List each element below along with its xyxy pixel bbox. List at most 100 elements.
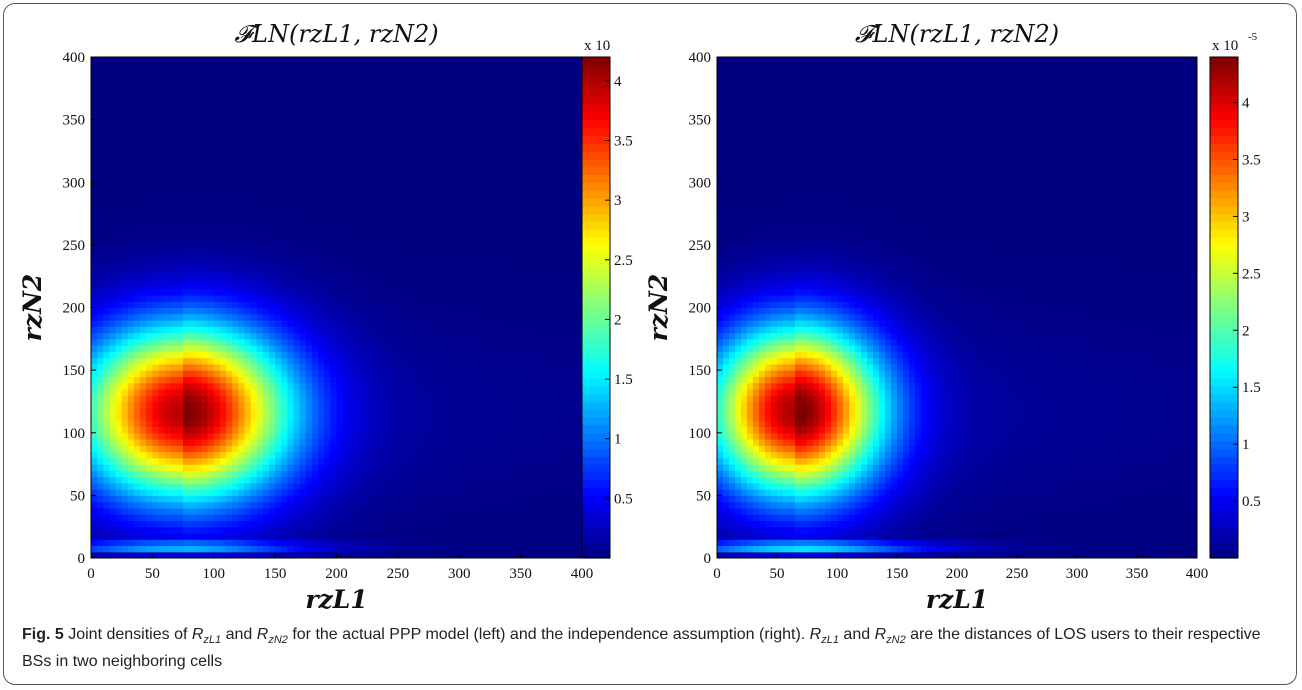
heatmap-cell xyxy=(453,232,460,240)
heatmap-cell xyxy=(367,188,374,196)
heatmap-cell xyxy=(275,532,282,540)
heatmap-cell xyxy=(121,501,129,509)
heatmap-cell xyxy=(373,332,381,340)
heatmap-cell xyxy=(213,107,221,114)
heatmap-cell xyxy=(232,495,239,503)
heatmap-cell xyxy=(275,182,282,190)
heatmap-cell xyxy=(404,489,411,496)
heatmap-cell xyxy=(459,69,466,77)
heatmap-cell xyxy=(391,539,399,547)
heatmap-cell xyxy=(183,464,190,471)
heatmap-cell xyxy=(268,219,276,227)
heatmap-cell xyxy=(434,445,442,453)
heatmap-cell xyxy=(201,338,209,346)
heatmap-cell xyxy=(158,545,166,553)
heatmap-cell xyxy=(324,244,331,252)
heatmap-cell xyxy=(250,313,258,321)
heatmap-cell xyxy=(146,545,153,553)
heatmap-cell xyxy=(330,294,338,302)
heatmap-cell xyxy=(453,495,460,503)
heatmap-cell xyxy=(336,294,344,302)
heatmap-cell xyxy=(318,138,325,146)
heatmap-cell xyxy=(183,476,190,484)
heatmap-cell xyxy=(361,345,368,352)
heatmap-cell xyxy=(275,470,282,478)
heatmap-cell xyxy=(213,489,221,496)
heatmap-cell xyxy=(133,507,141,515)
heatmap-cell xyxy=(348,445,356,453)
heatmap-cell xyxy=(391,251,399,258)
heatmap-cell xyxy=(336,382,344,390)
heatmap-cell xyxy=(91,539,98,547)
heatmap-cell xyxy=(422,407,430,415)
heatmap-cell xyxy=(140,150,147,158)
heatmap-cell xyxy=(459,495,466,503)
heatmap-cell xyxy=(422,263,430,271)
heatmap-cell xyxy=(324,144,331,152)
heatmap-cell xyxy=(250,113,258,121)
heatmap-cell xyxy=(446,326,454,334)
heatmap-cell xyxy=(330,57,338,64)
heatmap-cell xyxy=(446,157,454,165)
heatmap-cell xyxy=(133,169,141,177)
heatmap-cell xyxy=(385,88,393,96)
heatmap-cell xyxy=(459,194,466,202)
heatmap-cell xyxy=(404,94,411,102)
heatmap-cell xyxy=(109,294,117,302)
heatmap-cell xyxy=(195,313,203,321)
heatmap-cell xyxy=(336,439,344,446)
heatmap-cell xyxy=(275,276,282,284)
heatmap-cell xyxy=(97,194,104,202)
heatmap-cell xyxy=(422,476,430,484)
heatmap-cell xyxy=(238,263,246,271)
heatmap-cell xyxy=(410,144,417,152)
heatmap-cell xyxy=(226,376,233,384)
heatmap-cell xyxy=(410,464,417,471)
heatmap-cell xyxy=(91,94,98,102)
heatmap-cell xyxy=(213,332,221,340)
heatmap-cell xyxy=(336,482,344,490)
heatmap-cell xyxy=(195,138,203,146)
heatmap-cell xyxy=(238,326,246,334)
heatmap-cell xyxy=(404,301,411,309)
heatmap-cell xyxy=(453,288,460,296)
heatmap-cell xyxy=(311,276,319,284)
heatmap-cell xyxy=(299,345,307,352)
heatmap-cell xyxy=(465,213,473,221)
heatmap-cell xyxy=(97,351,104,359)
heatmap-cell xyxy=(410,107,417,114)
heatmap-cell xyxy=(465,526,473,534)
heatmap-cell xyxy=(232,138,239,146)
heatmap-cell xyxy=(201,226,209,233)
heatmap-cell xyxy=(367,326,374,334)
heatmap-cell xyxy=(293,514,301,522)
heatmap-cell xyxy=(385,69,393,77)
heatmap-cell xyxy=(361,144,368,152)
heatmap-cell xyxy=(103,345,111,352)
heatmap-cell xyxy=(115,357,123,365)
heatmap-cell xyxy=(440,219,448,227)
heatmap-cell xyxy=(213,439,221,446)
heatmap-cell xyxy=(330,338,338,346)
heatmap-cell xyxy=(256,413,264,421)
heatmap-cell xyxy=(459,63,466,71)
heatmap-cell xyxy=(140,376,147,384)
heatmap-cell xyxy=(293,257,301,265)
heatmap-cell xyxy=(318,370,325,377)
heatmap-cell xyxy=(109,332,117,340)
heatmap-cell xyxy=(115,238,123,246)
heatmap-cell xyxy=(446,401,454,409)
heatmap-cell xyxy=(97,420,104,428)
heatmap-cell xyxy=(146,476,153,484)
heatmap-cell xyxy=(268,551,276,558)
heatmap-cell xyxy=(318,507,325,515)
heatmap-cell xyxy=(428,263,436,271)
heatmap-cell xyxy=(299,439,307,446)
heatmap-cell xyxy=(275,407,282,415)
heatmap-cell xyxy=(176,489,184,496)
heatmap-cell xyxy=(207,150,215,158)
heatmap-cell xyxy=(109,501,117,509)
heatmap-cell xyxy=(416,257,424,265)
heatmap-cell xyxy=(354,119,362,127)
heatmap-cell xyxy=(459,382,466,390)
